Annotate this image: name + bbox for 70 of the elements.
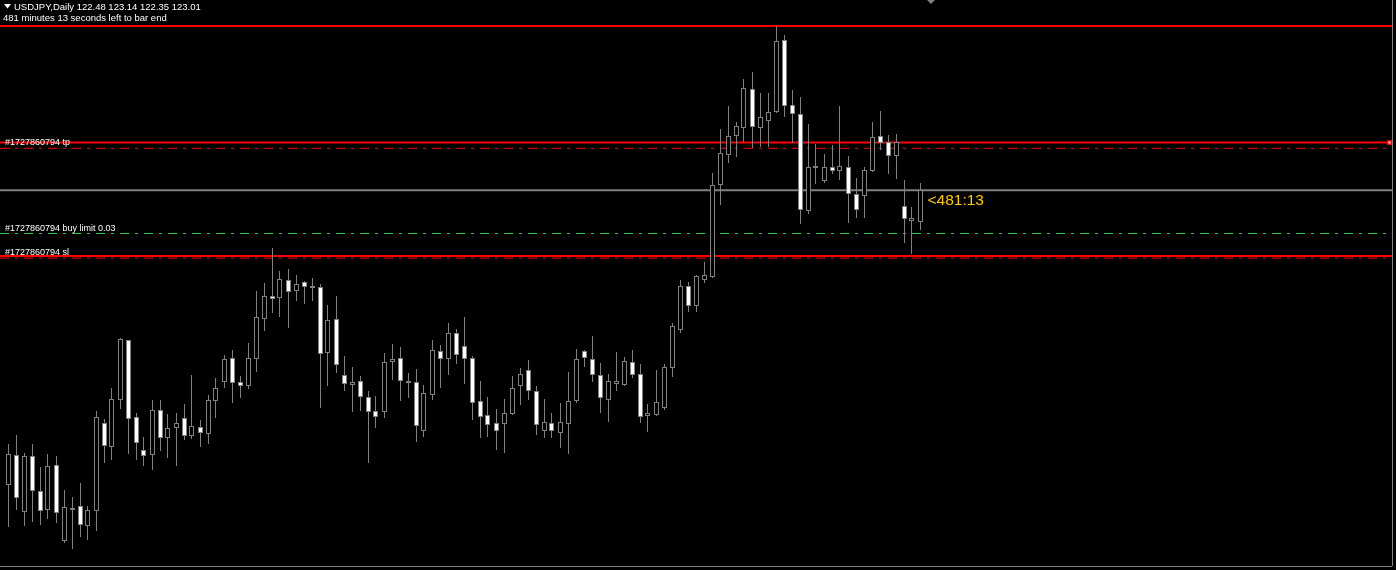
- candlestick: [598, 362, 603, 414]
- candlestick: [277, 270, 282, 318]
- candlestick: [485, 396, 490, 438]
- candlestick: [830, 144, 835, 175]
- candlestick: [85, 505, 90, 541]
- candlestick: [174, 412, 179, 467]
- candlestick: [630, 349, 635, 379]
- candlestick: [478, 380, 483, 439]
- candlestick: [310, 277, 315, 302]
- candlestick: [790, 89, 795, 144]
- candlestick: [645, 403, 650, 433]
- candlestick: [686, 281, 691, 313]
- candlestick: [358, 375, 363, 412]
- candlestick: [702, 261, 707, 284]
- candlestick: [518, 367, 523, 406]
- candlestick: [350, 366, 355, 413]
- candlestick: [502, 398, 507, 454]
- ref-line-label: #1727860794 tp: [5, 137, 71, 148]
- chart-title: USDJPY,Daily 122.48 123.14 122.35 123.01: [14, 1, 201, 12]
- candlestick: [373, 395, 378, 429]
- candlestick: [78, 482, 83, 538]
- candlestick: [198, 419, 203, 448]
- candlestick: [654, 369, 659, 417]
- candlestick: [622, 356, 627, 387]
- candlestick: [286, 268, 291, 329]
- candlestick: [238, 375, 243, 399]
- candlestick: [606, 373, 611, 423]
- candlestick: [406, 372, 411, 399]
- candlestick: [494, 408, 499, 451]
- candlestick: [558, 402, 563, 449]
- candlestick: [894, 133, 899, 180]
- candlestick: [294, 274, 299, 302]
- candlestick: [165, 413, 170, 459]
- candlestick: [909, 206, 914, 255]
- candlestick: [734, 121, 739, 158]
- candlestick: [213, 377, 218, 418]
- candlestick: [366, 390, 371, 464]
- candlestick: [766, 92, 771, 148]
- candlestick: [141, 436, 146, 467]
- candlestick: [590, 335, 595, 383]
- candlestick: [222, 354, 227, 389]
- candlestick: [566, 371, 571, 455]
- candlestick: [878, 110, 883, 151]
- candlestick: [758, 92, 763, 148]
- candlestick: [837, 106, 842, 181]
- candlestick: [454, 328, 459, 365]
- candlestick: [102, 418, 107, 464]
- candlestick: [462, 316, 467, 385]
- candlestick: [886, 134, 891, 175]
- candlestick: [302, 280, 307, 305]
- candlestick: [70, 496, 75, 550]
- candlestick: [614, 351, 619, 392]
- candlestick: [398, 346, 403, 402]
- candlestick: [822, 153, 827, 184]
- candlestick: [38, 466, 43, 526]
- candlestick: [813, 143, 818, 185]
- ref-line-label: #1727860794 buy limit 0.03: [5, 222, 116, 233]
- candlestick: [189, 374, 194, 440]
- candlestick: [526, 359, 531, 401]
- candlestick: [542, 398, 547, 439]
- candlestick: [262, 282, 267, 332]
- candlestick: [390, 343, 395, 381]
- text: 481 minutes 13 seconds left to bar end: [3, 12, 167, 23]
- candlestick: [726, 105, 731, 164]
- candlestick: [182, 403, 187, 441]
- candlestick: [549, 412, 554, 439]
- candlestick: [342, 355, 347, 392]
- ref-line-label: #1727860794 sl: [5, 247, 70, 258]
- text: <481:13: [927, 191, 984, 209]
- candlestick: [438, 344, 443, 389]
